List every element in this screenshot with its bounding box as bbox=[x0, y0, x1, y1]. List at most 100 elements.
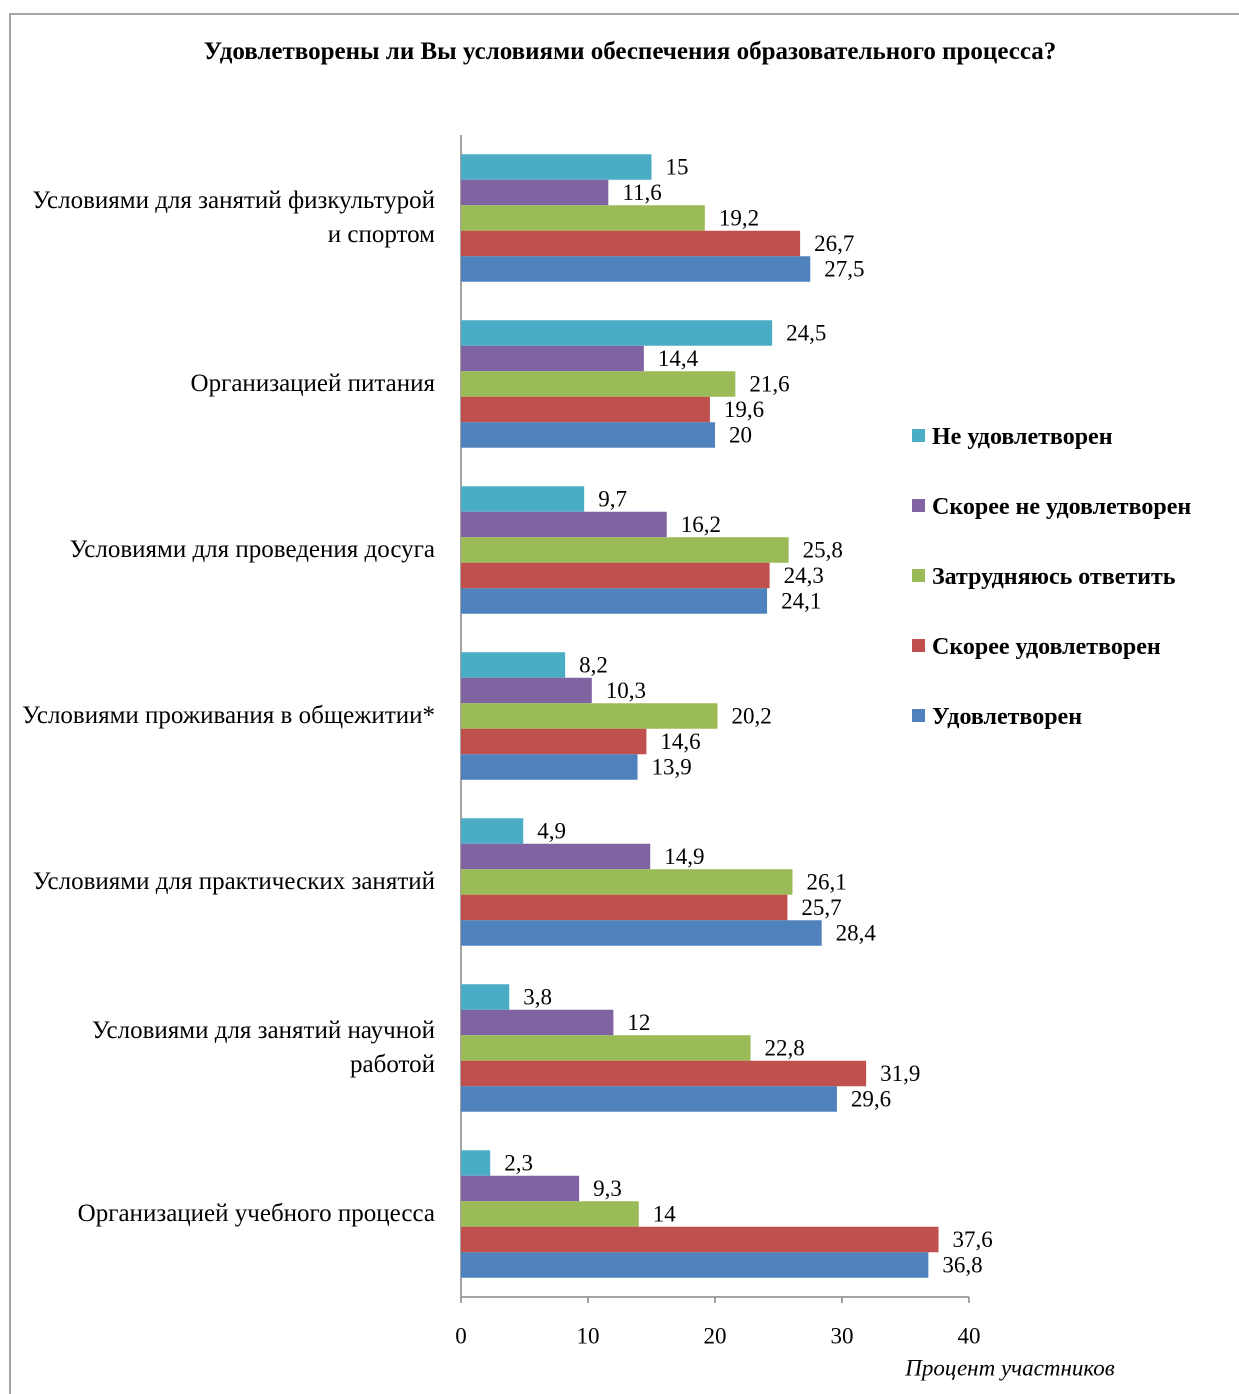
value-label: 37,6 bbox=[953, 1227, 993, 1252]
x-tick-label: 20 bbox=[704, 1323, 727, 1348]
value-label: 2,3 bbox=[504, 1150, 533, 1175]
value-label: 27,5 bbox=[824, 256, 864, 281]
value-label: 22,8 bbox=[765, 1035, 805, 1060]
bar bbox=[461, 588, 768, 614]
bar bbox=[461, 754, 638, 780]
value-label: 11,6 bbox=[622, 180, 661, 205]
value-label: 10,3 bbox=[606, 678, 646, 703]
legend-label: Не удовлетворен bbox=[932, 424, 1113, 450]
bar bbox=[461, 154, 652, 180]
bar bbox=[461, 894, 788, 921]
legend-swatch bbox=[912, 569, 925, 582]
bar bbox=[461, 1252, 929, 1278]
bar bbox=[461, 677, 592, 704]
value-label: 3,8 bbox=[523, 984, 552, 1009]
value-label: 13,9 bbox=[652, 754, 692, 779]
bar bbox=[461, 345, 644, 372]
x-tick-label: 10 bbox=[577, 1323, 600, 1348]
value-label: 28,4 bbox=[836, 920, 877, 945]
bar bbox=[461, 703, 718, 729]
bar bbox=[461, 920, 822, 946]
x-tick-label: 0 bbox=[455, 1323, 467, 1348]
value-label: 36,8 bbox=[942, 1252, 982, 1277]
bar bbox=[461, 205, 705, 231]
value-label: 25,8 bbox=[803, 537, 843, 562]
bar bbox=[461, 1060, 867, 1087]
value-label: 20 bbox=[729, 422, 752, 447]
legend-item: Удовлетворен bbox=[912, 700, 1237, 735]
value-label: 29,6 bbox=[851, 1086, 891, 1111]
frame bbox=[9, 13, 1239, 1394]
legend-label: Скорее не удовлетворен bbox=[932, 494, 1192, 520]
value-label: 20,2 bbox=[732, 703, 772, 728]
bar bbox=[461, 1009, 614, 1036]
legend-swatch bbox=[912, 499, 925, 512]
category-label: Условиями для занятий физкультурой и спо… bbox=[32, 187, 435, 248]
bar bbox=[461, 1226, 939, 1253]
bar bbox=[461, 562, 770, 589]
legend-item: Скорее не удовлетворен bbox=[912, 490, 1237, 525]
legend-swatch bbox=[912, 709, 925, 722]
category-label: Условиями для занятий научной работой bbox=[91, 1017, 435, 1078]
value-label: 9,3 bbox=[593, 1176, 622, 1201]
value-label: 24,5 bbox=[786, 320, 826, 345]
bar bbox=[461, 511, 667, 538]
bar bbox=[461, 320, 773, 346]
legend-label: Скорее удовлетворен bbox=[932, 634, 1161, 660]
bar bbox=[461, 728, 647, 755]
value-label: 31,9 bbox=[880, 1061, 920, 1086]
value-label: 14 bbox=[653, 1201, 677, 1226]
bar bbox=[461, 230, 801, 257]
bar bbox=[461, 179, 609, 206]
value-label: 14,4 bbox=[658, 346, 699, 371]
value-label: 24,1 bbox=[781, 588, 821, 613]
bar bbox=[461, 869, 793, 895]
value-label: 21,6 bbox=[749, 371, 789, 396]
bar bbox=[461, 537, 789, 563]
legend-swatch bbox=[912, 429, 925, 442]
category-label: Организацией учебного процесса bbox=[77, 1200, 435, 1227]
category-label: Условиями для проведения досуга bbox=[69, 536, 435, 563]
legend-swatch bbox=[912, 639, 925, 652]
bar bbox=[461, 422, 715, 448]
bar bbox=[461, 396, 710, 423]
value-label: 24,3 bbox=[784, 563, 824, 588]
bar bbox=[461, 1150, 491, 1176]
value-label: 25,7 bbox=[801, 895, 841, 920]
bar bbox=[461, 1175, 580, 1202]
value-label: 19,2 bbox=[719, 205, 759, 230]
bar bbox=[461, 818, 524, 844]
value-label: 15 bbox=[666, 154, 689, 179]
legend-item: Не удовлетворен bbox=[912, 420, 1237, 455]
value-label: 14,6 bbox=[660, 729, 700, 754]
value-label: 16,2 bbox=[681, 512, 721, 537]
bar bbox=[461, 843, 651, 870]
value-label: 12 bbox=[627, 1010, 650, 1035]
bar bbox=[461, 371, 736, 397]
value-label: 9,7 bbox=[598, 486, 627, 511]
value-label: 26,1 bbox=[806, 869, 846, 894]
value-label: 14,9 bbox=[664, 844, 704, 869]
bar bbox=[461, 1086, 837, 1112]
x-axis-label: Процент участников bbox=[904, 1355, 1114, 1380]
category-label: Организацией питания bbox=[190, 370, 435, 397]
x-tick-label: 30 bbox=[831, 1323, 854, 1348]
legend-item: Затрудняюсь ответить bbox=[912, 560, 1237, 595]
value-label: 26,7 bbox=[814, 231, 854, 256]
bar bbox=[461, 1201, 639, 1227]
bar bbox=[461, 256, 811, 282]
category-label: Условиями проживания в общежитии* bbox=[22, 702, 435, 729]
legend-label: Удовлетворен bbox=[932, 704, 1083, 730]
bar bbox=[461, 984, 510, 1010]
legend-label: Затрудняюсь ответить bbox=[932, 564, 1176, 590]
bar bbox=[461, 652, 566, 678]
value-label: 19,6 bbox=[724, 397, 764, 422]
value-label: 4,9 bbox=[537, 818, 566, 843]
legend-item: Скорее удовлетворен bbox=[912, 630, 1237, 665]
bar bbox=[461, 486, 585, 512]
x-tick-label: 40 bbox=[958, 1323, 981, 1348]
value-label: 8,2 bbox=[579, 652, 608, 677]
bar bbox=[461, 1035, 751, 1061]
